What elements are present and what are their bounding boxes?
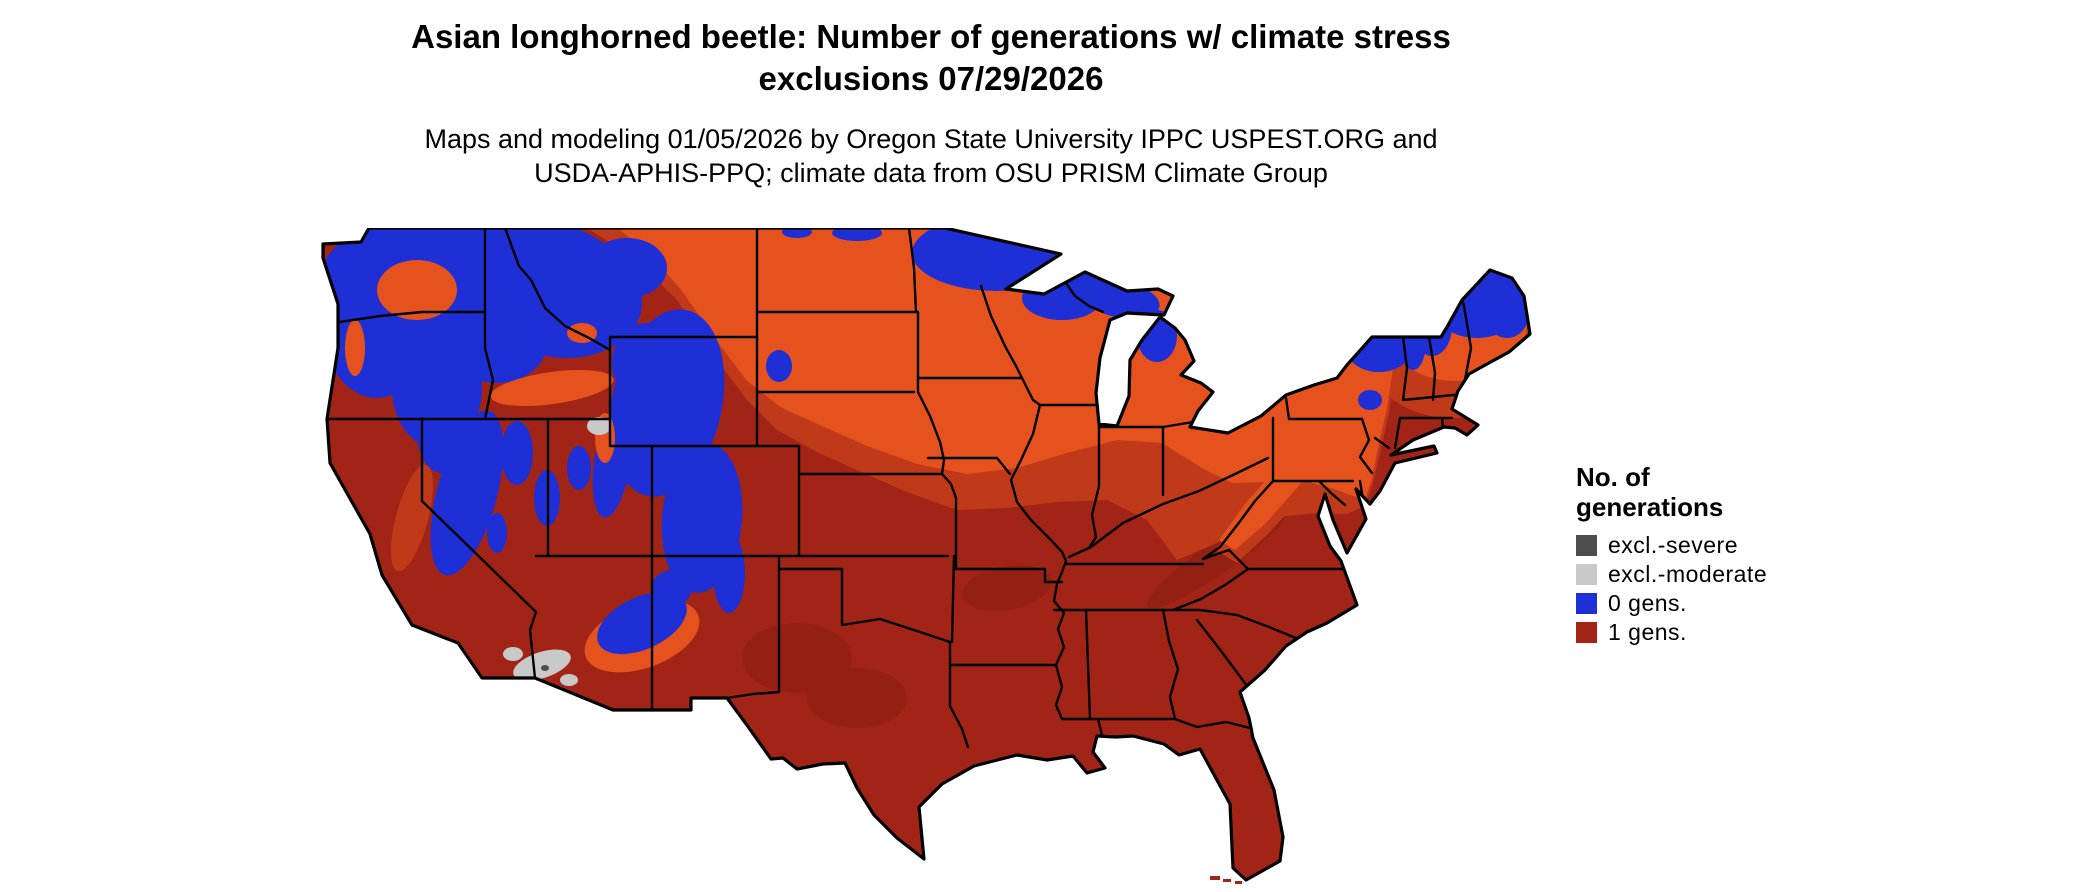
- valley-orange-layer: [345, 260, 615, 463]
- region-excl-severe-layer: [541, 665, 549, 671]
- conus-map: [317, 226, 1537, 884]
- page-title-line1: Asian longhorned beetle: Number of gener…: [411, 18, 1451, 55]
- legend-item-excl-moderate: excl.-moderate: [1576, 561, 1906, 587]
- region-0-gens-layer: [323, 228, 1529, 655]
- legend-label-1-gens: 1 gens.: [1608, 619, 1687, 645]
- us-outline: [321, 226, 1532, 882]
- legend-swatch-1-gens: [1576, 621, 1597, 643]
- page-title-line2: exclusions 07/29/2026: [758, 60, 1104, 97]
- legend-item-excl-severe: excl.-severe: [1576, 532, 1906, 558]
- legend-label-excl-severe: excl.-severe: [1608, 532, 1738, 558]
- page-subtitle: Maps and modeling 01/05/2026 by Oregon S…: [0, 122, 1862, 190]
- page-subtitle-line2: USDA-APHIS-PPQ; climate data from OSU PR…: [534, 158, 1328, 188]
- legend-item-0-gens: 0 gens.: [1576, 590, 1906, 616]
- legend-swatch-0-gens: [1576, 592, 1597, 614]
- legend-title: No. of generations: [1576, 462, 1906, 522]
- legend-label-0-gens: 0 gens.: [1608, 590, 1687, 616]
- legend-item-1-gens: 1 gens.: [1576, 619, 1906, 645]
- map-legend: No. of generations excl.-severe excl.-mo…: [1576, 462, 1906, 650]
- region-excl-moderate-layer: [503, 417, 611, 686]
- conus-map-svg: [321, 226, 1532, 884]
- page-subtitle-line1: Maps and modeling 01/05/2026 by Oregon S…: [424, 124, 1438, 154]
- legend-swatch-excl-severe: [1576, 534, 1597, 556]
- legend-swatch-excl-moderate: [1576, 563, 1597, 585]
- terrain-shading-layer: [742, 507, 1288, 728]
- florida-keys: [1210, 876, 1242, 884]
- legend-title-line1: No. of: [1576, 462, 1650, 492]
- legend-label-excl-moderate: excl.-moderate: [1608, 561, 1768, 587]
- page-title: Asian longhorned beetle: Number of gener…: [0, 16, 1862, 100]
- legend-title-line2: generations: [1576, 492, 1724, 522]
